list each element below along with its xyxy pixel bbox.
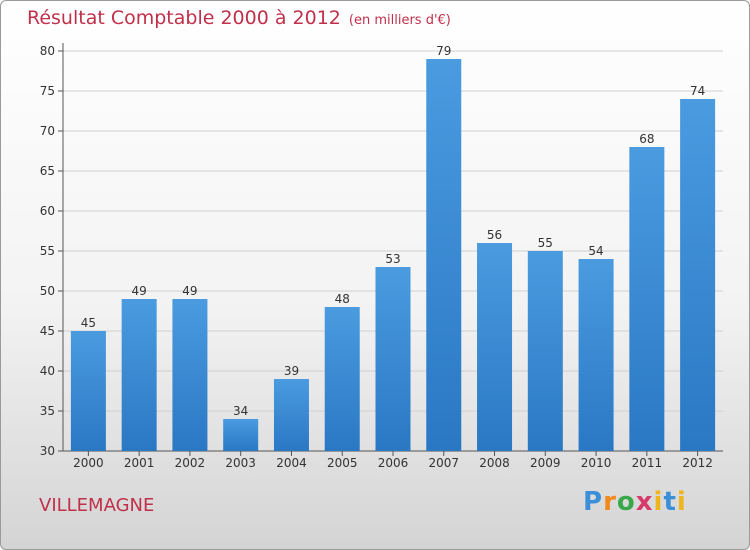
x-tick-label: 2008 [479, 456, 510, 470]
bar [375, 267, 411, 451]
y-tick-label: 35 [40, 404, 55, 418]
data-label: 56 [487, 228, 502, 242]
x-tick-label: 2003 [225, 456, 256, 470]
y-tick-label: 65 [40, 164, 55, 178]
x-tick-label: 2011 [632, 456, 663, 470]
data-label: 45 [81, 316, 96, 330]
data-label: 34 [233, 404, 248, 418]
x-tick-label: 2002 [175, 456, 206, 470]
place-name: VILLEMAGNE [39, 495, 155, 516]
x-tick-label: 2005 [327, 456, 358, 470]
x-tick-label: 2009 [530, 456, 561, 470]
y-tick-label: 60 [40, 204, 55, 218]
y-tick-label: 30 [40, 444, 55, 458]
data-label: 48 [335, 292, 350, 306]
bar [223, 419, 259, 451]
bar [70, 331, 106, 451]
bar [324, 307, 360, 451]
x-tick-label: 2012 [682, 456, 713, 470]
y-tick-label: 50 [40, 284, 55, 298]
bar [121, 299, 157, 451]
data-label: 68 [639, 132, 654, 146]
bar [527, 251, 563, 451]
y-tick-label: 75 [40, 84, 55, 98]
data-label: 39 [284, 364, 299, 378]
chart-title: Résultat Comptable 2000 à 2012 (en millie… [27, 7, 451, 29]
bar [477, 243, 513, 451]
bar [273, 379, 309, 451]
data-label: 54 [588, 244, 603, 258]
y-tick-label: 55 [40, 244, 55, 258]
x-tick-label: 2004 [276, 456, 307, 470]
proxiti-logo: Proxiti [583, 487, 687, 517]
x-tick-label: 2000 [73, 456, 104, 470]
bar [578, 259, 614, 451]
x-tick-label: 2001 [124, 456, 155, 470]
bar [426, 59, 462, 451]
bar [172, 299, 208, 451]
data-label: 79 [436, 44, 451, 58]
data-label: 74 [690, 84, 705, 98]
x-tick-label: 2006 [378, 456, 409, 470]
y-tick-label: 40 [40, 364, 55, 378]
data-label: 49 [132, 284, 147, 298]
title-text: Résultat Comptable 2000 à 2012 [27, 7, 341, 29]
x-tick-label: 2007 [428, 456, 459, 470]
y-tick-label: 45 [40, 324, 55, 338]
title-subtitle: (en milliers d'€) [348, 13, 451, 28]
data-label: 53 [385, 252, 400, 266]
bar [680, 99, 716, 451]
y-tick-label: 80 [40, 44, 55, 58]
y-tick-label: 70 [40, 124, 55, 138]
data-label: 49 [182, 284, 197, 298]
x-tick-label: 2010 [581, 456, 612, 470]
data-label: 55 [538, 236, 553, 250]
bar [629, 147, 665, 451]
